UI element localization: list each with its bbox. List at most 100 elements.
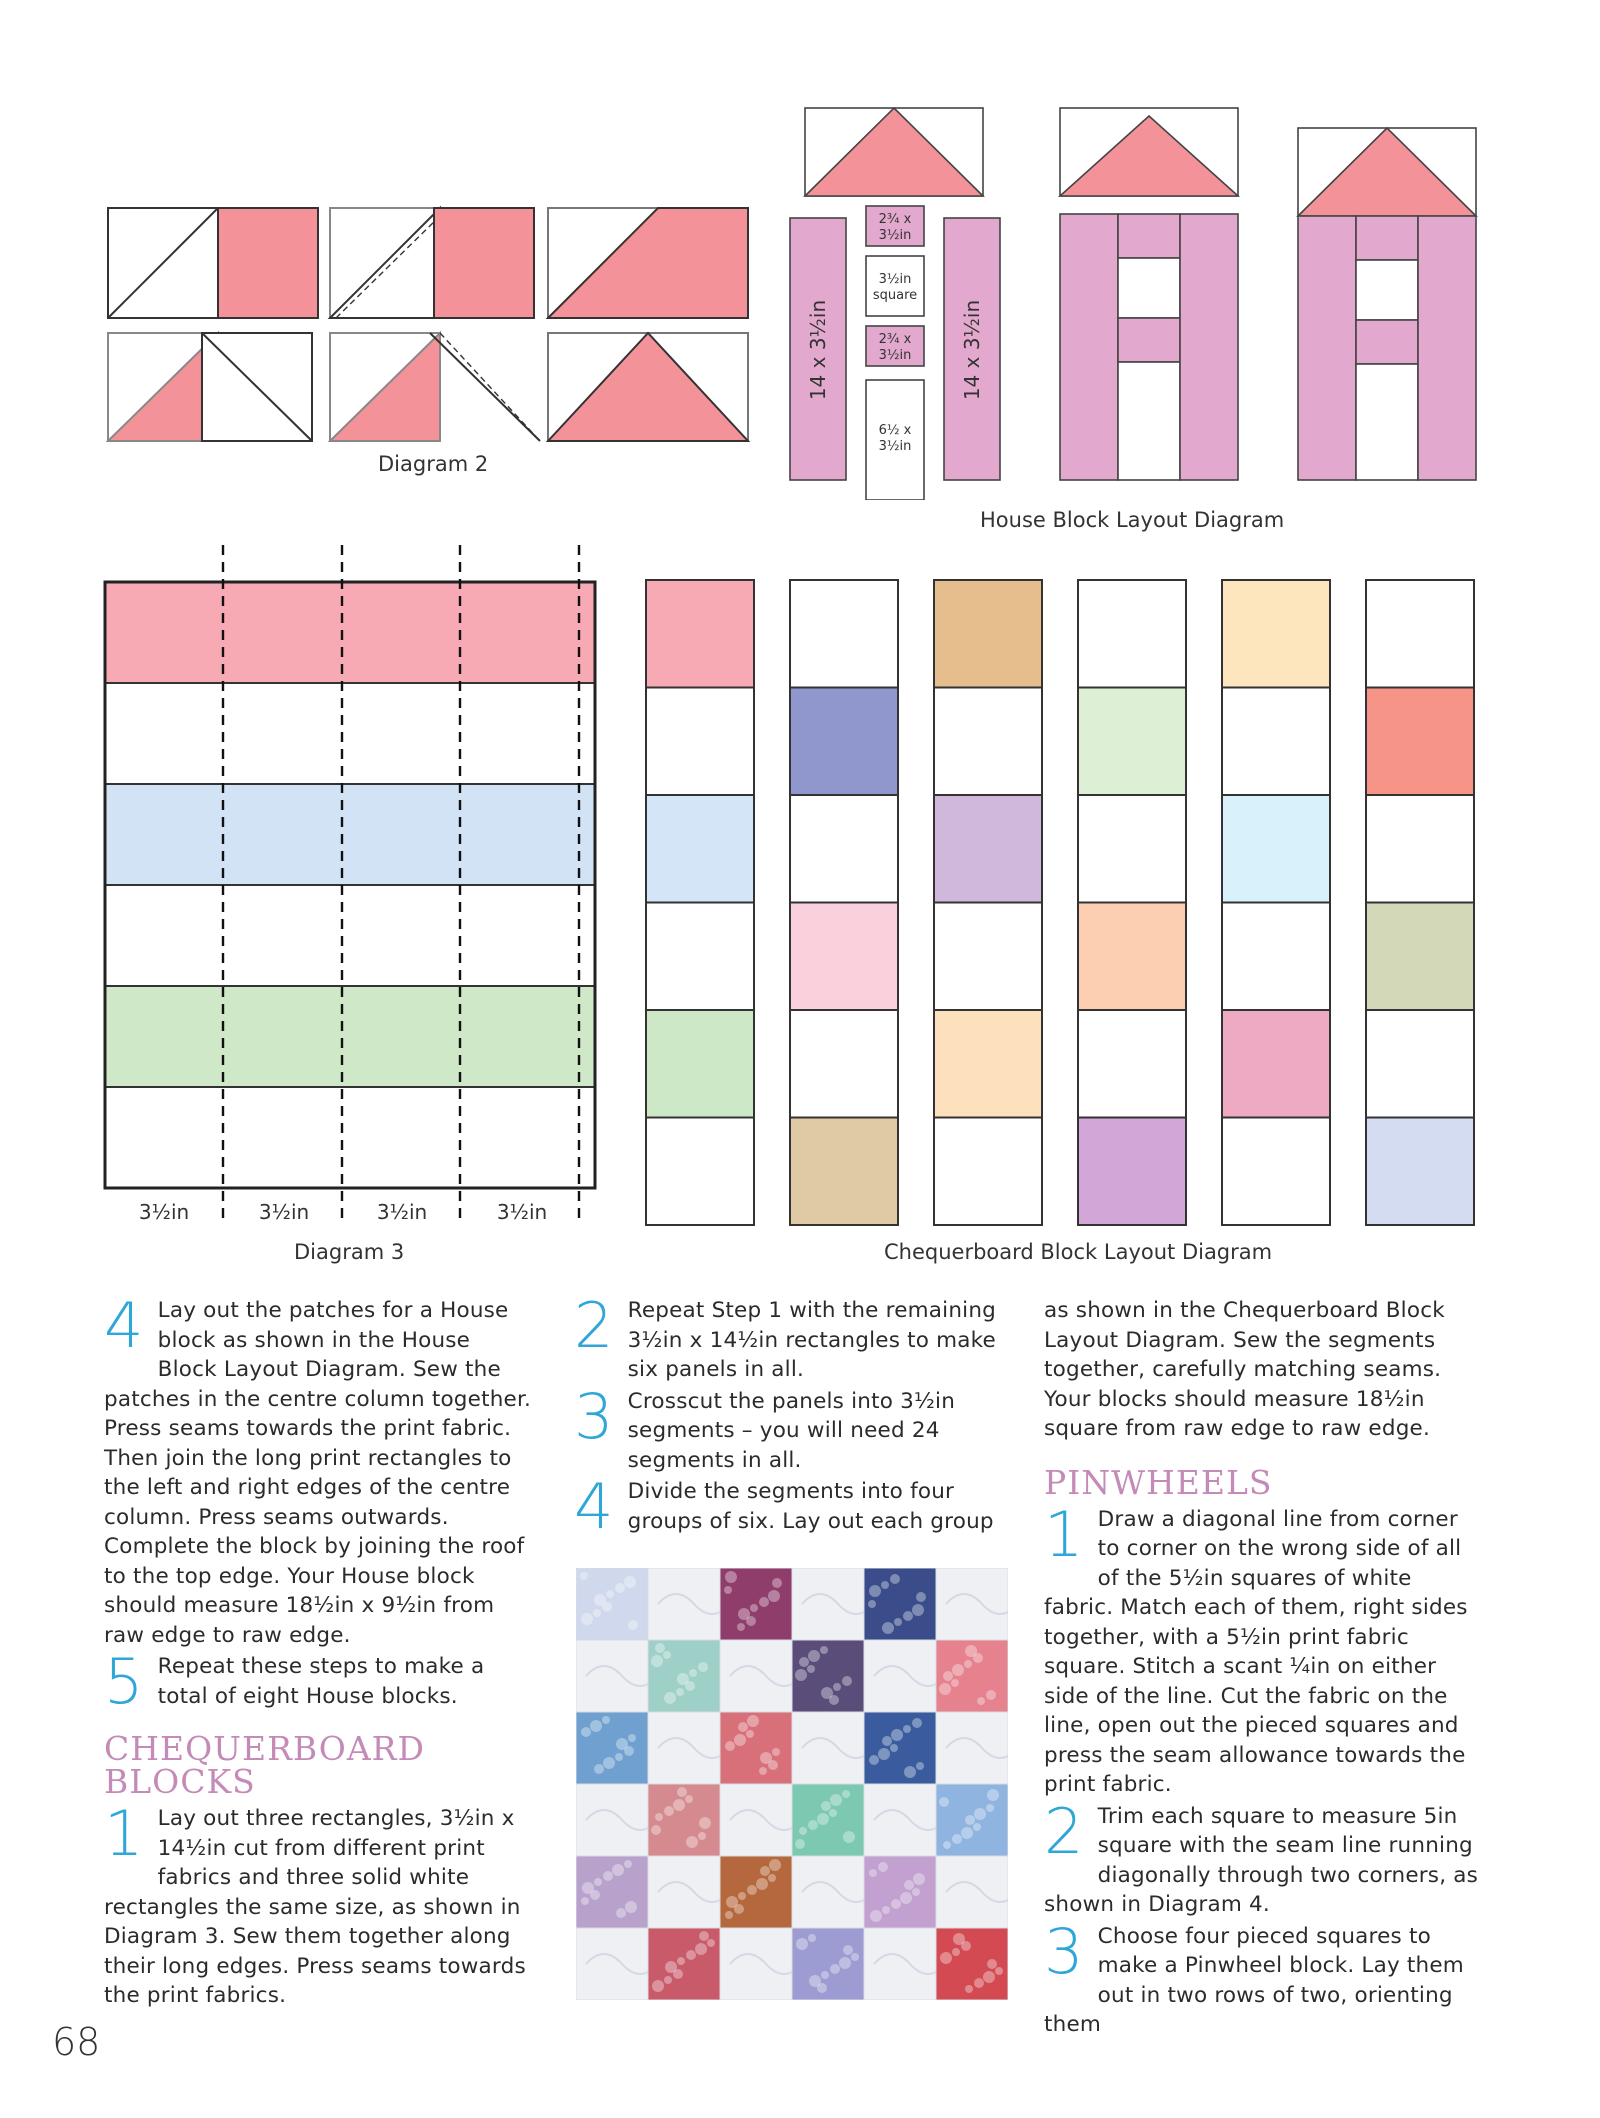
patch-print (651, 1655, 663, 1667)
patch-print (986, 1804, 994, 1812)
chequer-step-3: 3 Crosscut the panels into 3½in segments… (574, 1385, 1006, 1476)
step-text: Choose four pieced squares to make a Pin… (1044, 1923, 1464, 2038)
patch (576, 1639, 649, 1713)
patch-print (986, 1690, 996, 1700)
piece-label-4b: 3½in (879, 439, 912, 454)
patch-print (842, 1676, 852, 1686)
piece-label-2b: square (873, 288, 917, 303)
patch-print (603, 1871, 613, 1881)
patch-print (685, 1681, 695, 1691)
patch-print (673, 1969, 683, 1979)
diagram-2 (105, 205, 751, 442)
patch-print (768, 1874, 776, 1882)
patch-print (616, 1738, 628, 1750)
patch-print (625, 1901, 637, 1913)
patch (863, 1711, 937, 1785)
patch (719, 1855, 793, 1929)
patch-print (651, 1825, 661, 1835)
patch-print (940, 1952, 952, 1964)
patch-print (624, 1746, 634, 1756)
patch-print (952, 1834, 962, 1844)
segment-label: 3½in (377, 1200, 427, 1224)
chequer-square (1365, 686, 1475, 796)
patch-print (977, 1697, 985, 1705)
chequer-step-1: 1 Lay out three rectangles, 3½in x 14½in… (104, 1803, 536, 2011)
patch-print (808, 1934, 816, 1942)
chequer-square (1365, 1009, 1475, 1119)
patch (791, 1639, 865, 1713)
chequer-square (1221, 686, 1331, 796)
patch-print (655, 1643, 665, 1653)
step-number: 4 (104, 1289, 144, 1362)
chequer-square (645, 794, 755, 904)
chequer-square (933, 686, 1043, 796)
patch (647, 1639, 721, 1713)
chequer-square (789, 686, 899, 796)
patch-print (737, 1623, 745, 1631)
patch (647, 1783, 721, 1857)
patch-print (602, 1716, 610, 1724)
patch-print (725, 1741, 735, 1751)
diagram3-strip (104, 985, 596, 1088)
patch-print (724, 1586, 732, 1594)
patch-print (664, 1692, 676, 1704)
patch-print (842, 1790, 850, 1798)
patch-print (738, 1722, 748, 1732)
chequer-square (1077, 686, 1187, 796)
heading-line: CHEQUERBOARD (104, 1729, 425, 1768)
chequer-square (933, 794, 1043, 904)
patch-print (759, 1767, 767, 1775)
piece-label-3a: 2¾ x (879, 332, 912, 347)
chequer-square (789, 1116, 899, 1226)
patch-print (594, 1764, 604, 1774)
patch-print (756, 1878, 768, 1890)
patch-print (676, 1688, 684, 1696)
quilting-stitch (945, 1881, 1008, 1903)
patch-print (772, 1748, 780, 1756)
patch-print (890, 1574, 900, 1584)
patch (935, 1711, 1008, 1785)
piece-label-1a: 2¾ x (879, 212, 912, 227)
patch-print (677, 1957, 685, 1965)
patch-print (913, 1873, 925, 1885)
patch-print (965, 1645, 977, 1657)
step-text: Trim each square to measure 5in square w… (1044, 1803, 1479, 1918)
patch-print (973, 1653, 983, 1663)
patch-print (869, 1755, 879, 1765)
chequer-square (645, 686, 755, 796)
patch-print (952, 1664, 964, 1676)
patch-print (665, 1961, 677, 1973)
chequer-square (789, 794, 899, 904)
patch-print (904, 1880, 914, 1890)
chequer-square (1365, 579, 1475, 689)
patch-print (939, 1683, 951, 1695)
chequer-square (645, 579, 755, 689)
chequerboard-quilt-photo (576, 1568, 1008, 2000)
chequer-square (645, 901, 755, 1011)
patch-print (686, 1836, 698, 1848)
patch-print (699, 1931, 709, 1941)
patch-print (987, 1789, 999, 1801)
patch-print (699, 1817, 711, 1829)
patch-print (747, 1885, 757, 1895)
patch-print (707, 1939, 715, 1947)
text-column-1: 4 Lay out the patches for a House block … (104, 1289, 536, 2011)
chequer-square (789, 901, 899, 1011)
patch-print (734, 1904, 744, 1914)
patch-print (808, 1820, 818, 1830)
patch-print (821, 1971, 829, 1979)
patch-print (807, 1665, 815, 1673)
patch-print (594, 1594, 606, 1606)
patch-print (882, 1906, 890, 1914)
step-number: 2 (574, 1289, 614, 1362)
long-piece-label-right: 14 x 3½in (960, 300, 984, 400)
patch-print (916, 1762, 924, 1770)
step-text: Lay out three rectangles, 3½in x 14½in c… (104, 1806, 526, 2008)
patch-print (580, 1572, 588, 1580)
patch-print (843, 1831, 855, 1843)
patch-print (663, 1651, 671, 1659)
step-text: Crosscut the panels into 3½in segments –… (627, 1388, 956, 1473)
patch-print (799, 1827, 807, 1835)
patch (576, 1568, 649, 1641)
patch-print (606, 1590, 614, 1598)
